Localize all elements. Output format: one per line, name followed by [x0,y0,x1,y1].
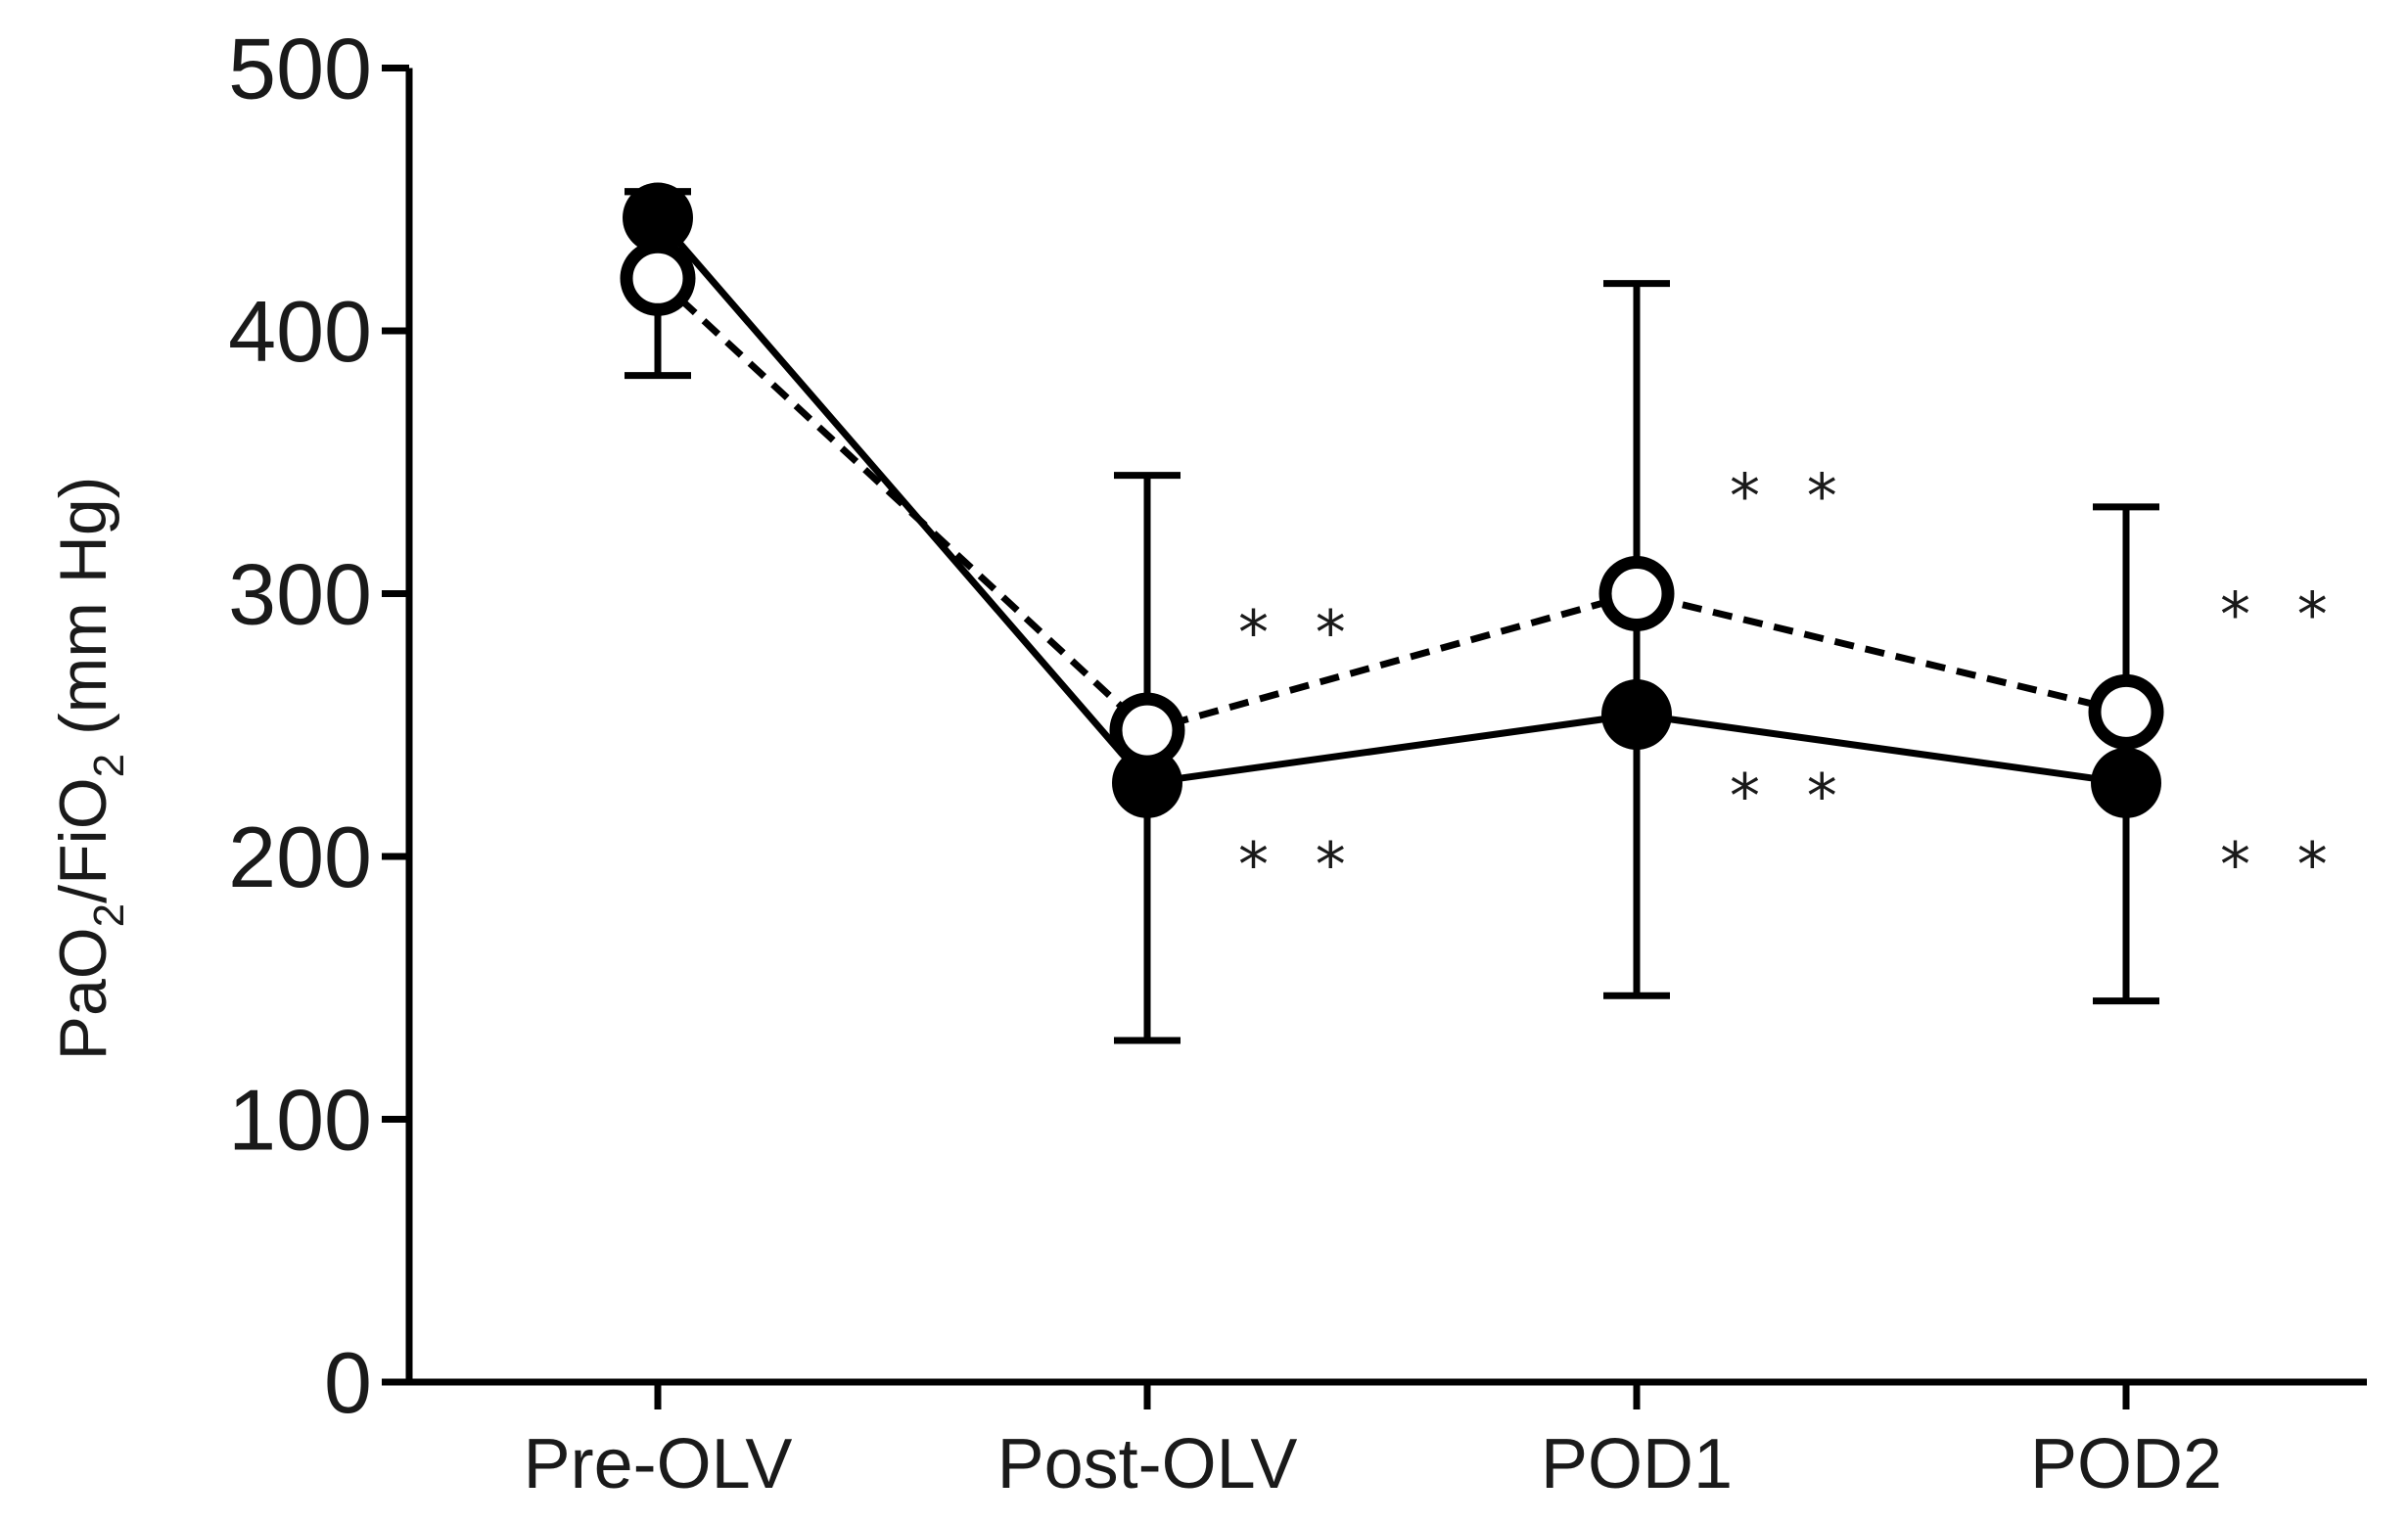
series-line-dashed [655,275,2127,734]
y-axis-label-sub1: 2 [85,903,133,927]
labels: * * * * * * * * * * * * [1238,461,2341,901]
marker-filled-circle [1601,679,1672,751]
significance-label: * * [1730,461,1851,532]
y-axis-label-main: PaO [46,927,120,1060]
series-line-solid [655,215,2127,787]
marker-filled-circle [2091,747,2161,818]
x-tick-label: POD2 [2030,1425,2222,1503]
marker-filled-circle [623,182,693,254]
y-tick-label: 200 [228,808,372,905]
y-tick-label: 400 [228,283,372,380]
significance-label: * * [1238,597,1360,669]
marker-open-circle [1598,556,1675,631]
significance-label: * * [2220,829,2341,901]
significance-label: * * [2220,578,2341,650]
x-tick-label: POD1 [1541,1425,1733,1503]
y-axis-label: PaO2/FiO2 (mm Hg) [46,477,133,1061]
series-markers [620,182,2164,818]
y-tick-label: 100 [228,1072,372,1169]
y-tick-label: 500 [228,21,372,117]
marker-open-circle [620,240,696,316]
marker-open-circle [1109,692,1185,768]
x-tick-label: Post-OLV [997,1425,1298,1503]
series-lines [655,215,2127,787]
marker-filled-circle [1112,747,1182,818]
axes: 0 100 200 300 400 500 Pre-OLV Post-OLV POD1 POD2 [228,21,2367,1503]
y-axis-label-sub2: 2 [85,754,133,777]
x-tick-label: Pre-OLV [524,1425,793,1503]
y-axis-label-mid: /FiO [46,777,120,902]
y-tick-label: 300 [228,546,372,643]
significance-label: * * [1238,829,1360,901]
y-tick-label: 0 [324,1334,372,1431]
error-bars [625,188,2159,1044]
significance-label: * * [1730,761,1851,832]
y-axis-label-unit: (mm Hg) [46,477,120,754]
marker-open-circle [2088,673,2164,750]
